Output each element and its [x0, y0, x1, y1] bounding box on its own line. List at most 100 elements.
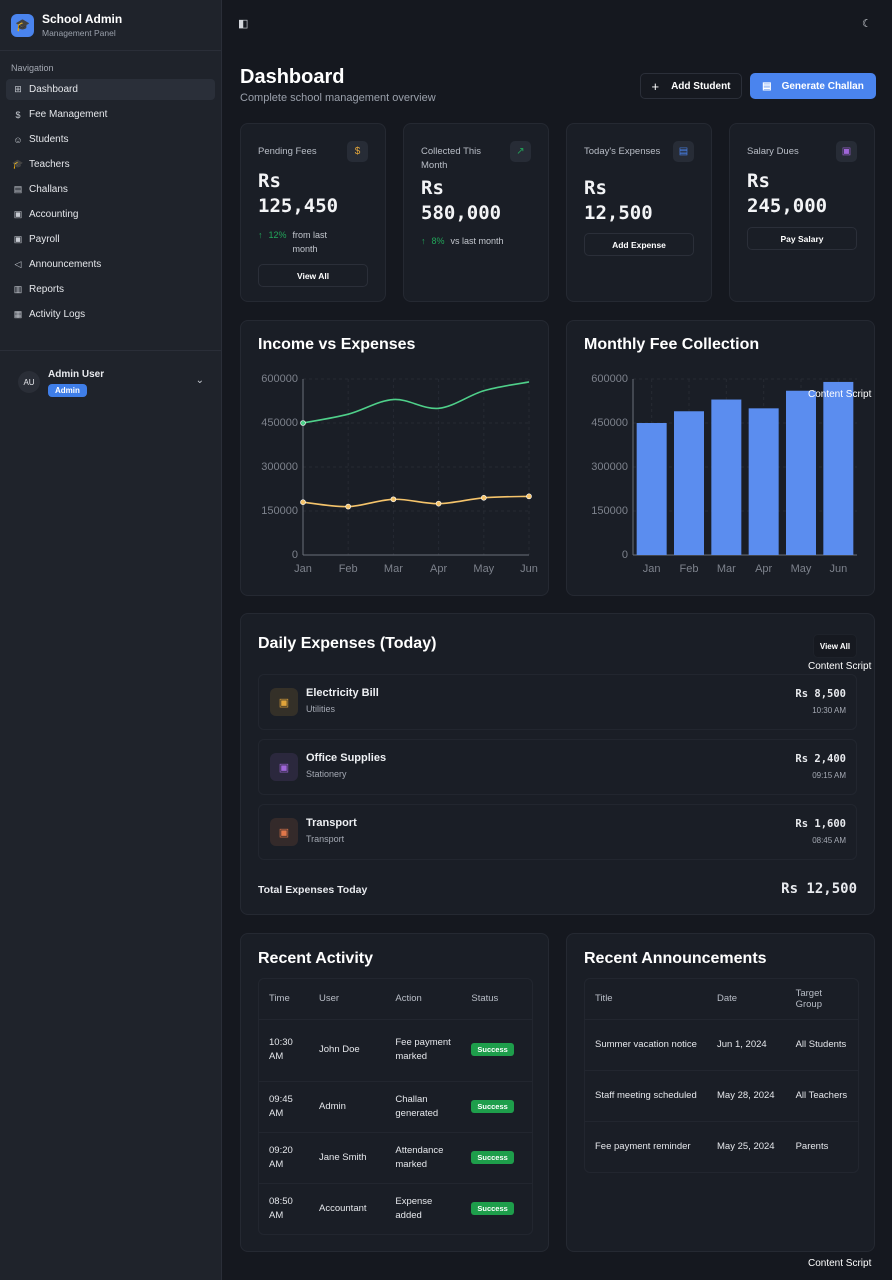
sidebar-item-reports[interactable]: ▥ Reports: [6, 279, 215, 300]
stat-currency: Rs: [258, 170, 281, 192]
y-tick-label: 300000: [591, 461, 628, 473]
activity-user: Jane Smith: [309, 1131, 386, 1183]
chart-title: Monthly Fee Collection: [584, 336, 760, 353]
sidebar-item-payroll[interactable]: ▣ Payroll: [6, 229, 215, 250]
user-name: Admin User: [48, 369, 105, 380]
stat-card: Collected This Month ↗ Rs 580,000 ↑ 8% vs la…: [403, 123, 549, 302]
expense-time: 08:45 AM: [812, 836, 846, 845]
sidebar-item-label: Announcements: [29, 259, 102, 270]
expense-item[interactable]: ▣ Transport Transport Rs 1,600 08:45 AM: [258, 804, 857, 860]
x-tick-label: Feb: [680, 563, 699, 575]
expense-item[interactable]: ▣ Office Supplies Stationery Rs 2,400 09…: [258, 739, 857, 795]
chevron-down-icon[interactable]: ⌄: [195, 375, 204, 386]
announcement-target: All Students: [785, 1018, 858, 1070]
column-header: Status: [471, 993, 499, 1005]
plus-icon: +: [651, 78, 660, 94]
stat-currency: Rs: [584, 177, 607, 199]
sidebar-item-activity-logs[interactable]: ▦ Activity Logs: [6, 304, 215, 325]
data-point: [526, 493, 532, 500]
brand[interactable]: 🎓 School Admin Management Panel: [0, 0, 221, 51]
activity-user: Accountant: [309, 1182, 386, 1234]
table-row: 08:50 AM Accountant Expense added Succes…: [259, 1182, 532, 1234]
expense-name: Office Supplies: [306, 752, 387, 764]
chart-title: Income vs Expenses: [258, 336, 416, 353]
stat-action-button[interactable]: Pay Salary: [747, 227, 857, 250]
receipt-icon: ▤: [762, 80, 772, 92]
activity-user: John Doe: [309, 1018, 386, 1081]
view-all-expenses-button[interactable]: View All: [813, 634, 857, 658]
sidebar-item-accounting[interactable]: ▣ Accounting: [6, 204, 215, 225]
wallet-icon: ▤: [673, 141, 694, 162]
sidebar-item-announcements[interactable]: ◁ Announcements: [6, 254, 215, 275]
sidebar-item-label: Fee Management: [29, 109, 108, 120]
role-badge: Admin: [48, 384, 87, 397]
activity-action: Fee payment marked: [385, 1018, 462, 1081]
stat-action-button[interactable]: Add Expense: [584, 233, 694, 256]
add-student-button[interactable]: + Add Student: [640, 73, 742, 99]
activity-time: 09:20 AM: [259, 1131, 309, 1183]
sidebar-item-label: Payroll: [29, 234, 60, 245]
expense-amount: Rs 1,600: [795, 818, 846, 830]
bar-chart-icon: ▥: [13, 284, 23, 294]
moon-icon[interactable]: ☾: [862, 18, 872, 30]
sidebar-item-label: Activity Logs: [29, 309, 86, 320]
bar: [786, 390, 816, 555]
activity-time: 08:50 AM: [259, 1182, 309, 1234]
dollar-icon: $: [347, 141, 368, 162]
stat-action-button[interactable]: View All: [258, 264, 368, 287]
sidebar-item-label: Accounting: [29, 209, 79, 220]
column-header: Title: [595, 993, 613, 1005]
column-header: Target Group: [795, 987, 822, 1010]
stat-currency: Rs: [747, 170, 770, 192]
announcement-title: Fee payment reminder: [585, 1120, 708, 1172]
announcement-target: Parents: [785, 1120, 858, 1172]
app-title: School Admin: [42, 12, 123, 26]
sidebar-item-challans[interactable]: ▤ Challans: [6, 179, 215, 200]
activity-time: 09:45 AM: [259, 1080, 309, 1132]
y-tick-label: 0: [622, 549, 628, 561]
announcements-table: Title Date Target Group Summer vacation no…: [585, 979, 858, 1172]
total-expenses-value: Rs 12,500: [781, 881, 857, 897]
y-tick-label: 150000: [261, 505, 298, 517]
data-point: [435, 500, 442, 507]
sidebar-item-teachers[interactable]: 🎓 Teachers: [6, 154, 215, 175]
activity-action: Attendance marked: [385, 1131, 462, 1183]
fee-collection-chart: 600000 450000 300000 150000 0 Jan Feb Mar Apr May…: [591, 373, 857, 575]
sidebar-item-fee-management[interactable]: $ Fee Management: [6, 104, 215, 125]
sidebar: 🎓 School Admin Management Panel Navigati…: [0, 0, 222, 1280]
announcement-title: Staff meeting scheduled: [585, 1069, 708, 1121]
x-tick-label: Jun: [829, 563, 847, 575]
generate-challan-button[interactable]: ▤ Generate Challan: [750, 73, 876, 99]
sidebar-toggle-icon[interactable]: ◧: [238, 18, 249, 30]
trend-percent: 8%: [431, 236, 445, 246]
user-menu[interactable]: AU Admin User Admin ⌄: [0, 350, 222, 398]
activity-action: Expense added: [385, 1182, 462, 1234]
sidebar-item-dashboard[interactable]: ⊞ Dashboard: [6, 79, 215, 100]
table-row: Staff meeting scheduled May 28, 2024 All…: [585, 1069, 858, 1121]
fee-collection-card: Monthly Fee Collection 600000 450000 30000…: [566, 320, 875, 596]
expense-amount: Rs 2,400: [795, 753, 846, 765]
status-badge: Success: [471, 1150, 514, 1164]
scroll-icon: ▦: [13, 309, 23, 319]
income-expenses-chart: 600000 450000 300000 150000 0 Jan Feb Mar Apr May…: [261, 373, 538, 575]
stat-label: Pending Fees: [258, 146, 317, 157]
overlay-label: Content Script: [808, 1258, 872, 1269]
bar: [711, 399, 742, 555]
x-tick-label: Mar: [717, 563, 736, 575]
graduation-cap-icon: 🎓: [12, 159, 24, 169]
announcement-date: Jun 1, 2024: [707, 1018, 786, 1070]
expense-item[interactable]: ▣ Electricity Bill Utilities Rs 8,500 10…: [258, 674, 857, 730]
x-tick-label: Jun: [520, 563, 538, 575]
megaphone-icon: ◁: [14, 259, 22, 269]
sidebar-item-students[interactable]: ☺ Students: [6, 129, 215, 150]
data-point: [345, 503, 351, 510]
y-tick-label: 600000: [261, 373, 298, 385]
trend-up-icon: ↑: [421, 236, 426, 246]
wallet-icon: ▣: [13, 234, 23, 244]
activity-time: 10:30 AM: [259, 1018, 309, 1081]
x-tick-label: Apr: [430, 563, 447, 575]
x-tick-label: May: [473, 563, 494, 575]
expense-category: Transport: [306, 834, 345, 844]
bar: [636, 423, 667, 555]
x-tick-label: May: [791, 563, 812, 575]
